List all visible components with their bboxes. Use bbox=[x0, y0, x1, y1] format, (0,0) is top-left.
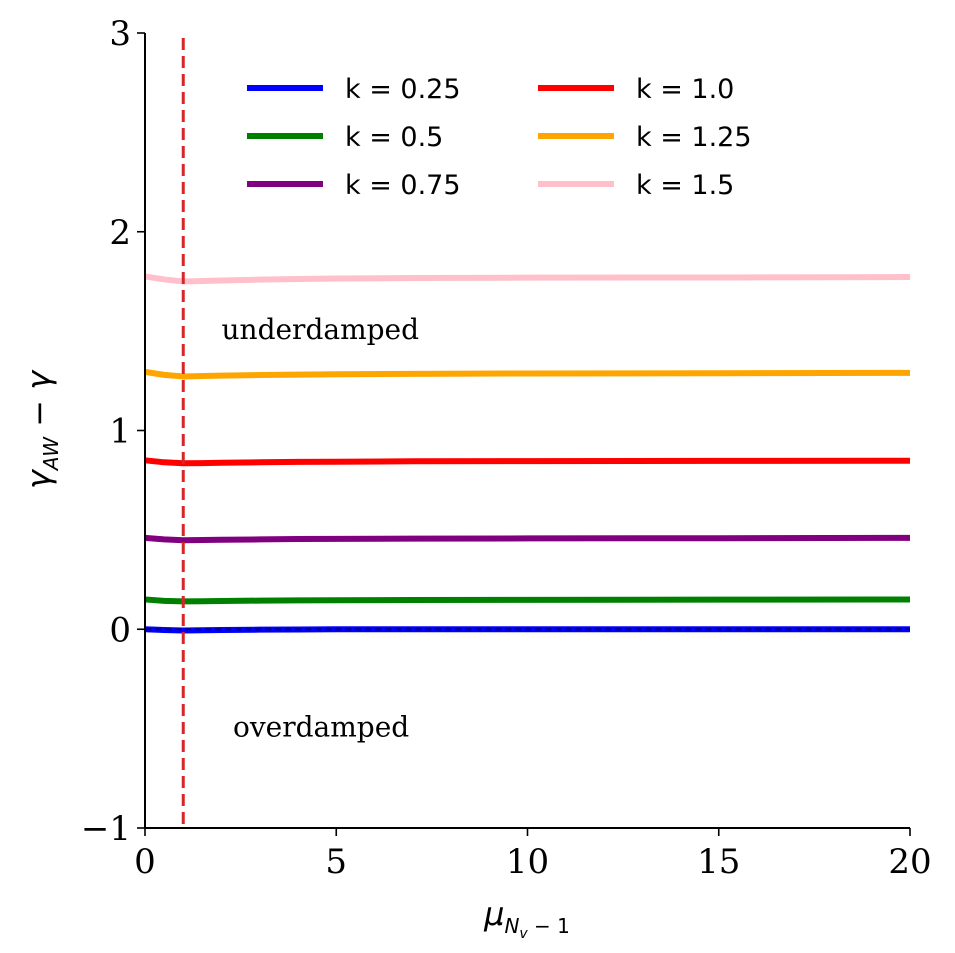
reference-lines bbox=[145, 38, 910, 828]
y-tick-label: 2 bbox=[109, 213, 131, 253]
legend-label-4: k = 1.25 bbox=[636, 122, 752, 153]
y-tick-label: −1 bbox=[81, 809, 131, 849]
x-ticks: 0 5 10 15 20 bbox=[134, 828, 932, 882]
y-tick-label: 1 bbox=[109, 412, 131, 452]
series-line-3 bbox=[144, 457, 911, 467]
y-tick-label: 3 bbox=[109, 14, 131, 54]
legend: k = 0.25 k = 0.5 k = 0.75 k = 1.0 k = 1.25 k … bbox=[247, 74, 752, 201]
annotation-underdamped: underdamped bbox=[222, 313, 420, 346]
legend-label-3: k = 1.0 bbox=[636, 74, 734, 105]
y-ticks: −1 0 1 2 3 bbox=[81, 14, 145, 849]
x-tick-label: 0 bbox=[134, 842, 156, 882]
annotation-overdamped: overdamped bbox=[233, 711, 409, 744]
y-axis-label: γAW − γ bbox=[20, 369, 63, 489]
legend-label-1: k = 0.5 bbox=[345, 122, 443, 153]
x-tick-label: 5 bbox=[325, 842, 347, 882]
annotations: underdamped overdamped bbox=[222, 313, 420, 744]
legend-label-0: k = 0.25 bbox=[345, 74, 461, 105]
series-line-4 bbox=[144, 368, 911, 380]
series-line-2 bbox=[144, 534, 911, 544]
series-line-5 bbox=[144, 273, 911, 285]
series-line-1 bbox=[144, 596, 911, 605]
x-tick-label: 10 bbox=[506, 842, 549, 882]
y-tick-label: 0 bbox=[109, 610, 131, 650]
legend-label-2: k = 0.75 bbox=[345, 170, 461, 201]
x-axis-label: μNv − 1 bbox=[483, 895, 570, 942]
x-tick-label: 20 bbox=[888, 842, 931, 882]
x-tick-label: 15 bbox=[697, 842, 740, 882]
legend-label-5: k = 1.5 bbox=[636, 170, 734, 201]
